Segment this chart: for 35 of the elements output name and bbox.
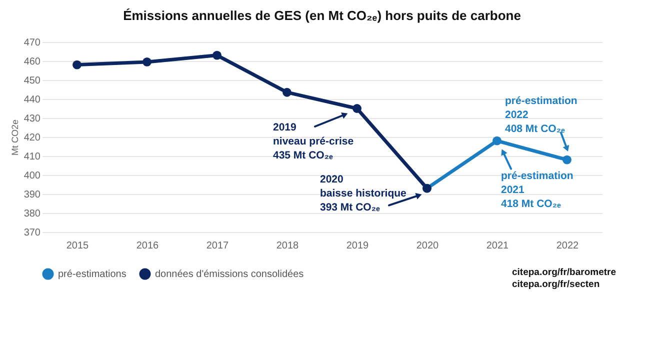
y-tick-label: 370 (24, 228, 41, 238)
x-tick-label: 2020 (416, 240, 440, 252)
point (562, 155, 572, 164)
x-tick-label: 2021 (486, 240, 510, 252)
y-tick-label: 390 (24, 190, 41, 200)
chart-title: Émissions annuelles de GES (en Mt CO₂ₑ) hors puits de carbone (123, 8, 521, 23)
y-tick-label: 400 (24, 170, 41, 182)
y-tick-label: 420 (24, 132, 41, 144)
y-tick-label: 430 (24, 114, 41, 124)
annotation: pré-estimation 2021 418 Mt CO₂ₑ (501, 170, 574, 210)
point (72, 60, 82, 70)
y-tick-label: 410 (24, 152, 41, 162)
legend-label: pré-estimations (58, 269, 126, 280)
y-tick-label: 470 (24, 38, 41, 48)
text: citepa.org/fr/barometre citepa.org/fr/secten (512, 267, 616, 290)
point (142, 57, 152, 66)
annotation: pré-estimation 2022 408 Mt CO₂ₑ (505, 94, 578, 135)
y-tick-label: 440 (24, 94, 41, 106)
x-tick-label: 2019 (346, 240, 370, 252)
point (212, 50, 222, 60)
point (492, 136, 502, 146)
annotation: 2019 niveau pré-crise 435 Mt CO₂ₑ (273, 122, 354, 162)
y-tick-label: 450 (24, 76, 41, 86)
x-tick-label: 2016 (136, 240, 160, 252)
annotation: 2020 baisse historique 393 Mt CO₂ₑ (320, 173, 407, 214)
legend-label: données d'émissions consolidées (155, 269, 304, 280)
y-axis-title: Mt CO2e (10, 119, 20, 156)
y-tick-label: 460 (24, 56, 41, 68)
x-tick-label: 2018 (276, 240, 300, 252)
y-tick-label: 380 (24, 208, 41, 220)
point (352, 104, 362, 113)
x-tick-label: 2015 (66, 240, 90, 252)
x-tick-label: 2022 (556, 240, 580, 252)
x-tick-label: 2017 (206, 240, 230, 252)
point (282, 88, 292, 97)
